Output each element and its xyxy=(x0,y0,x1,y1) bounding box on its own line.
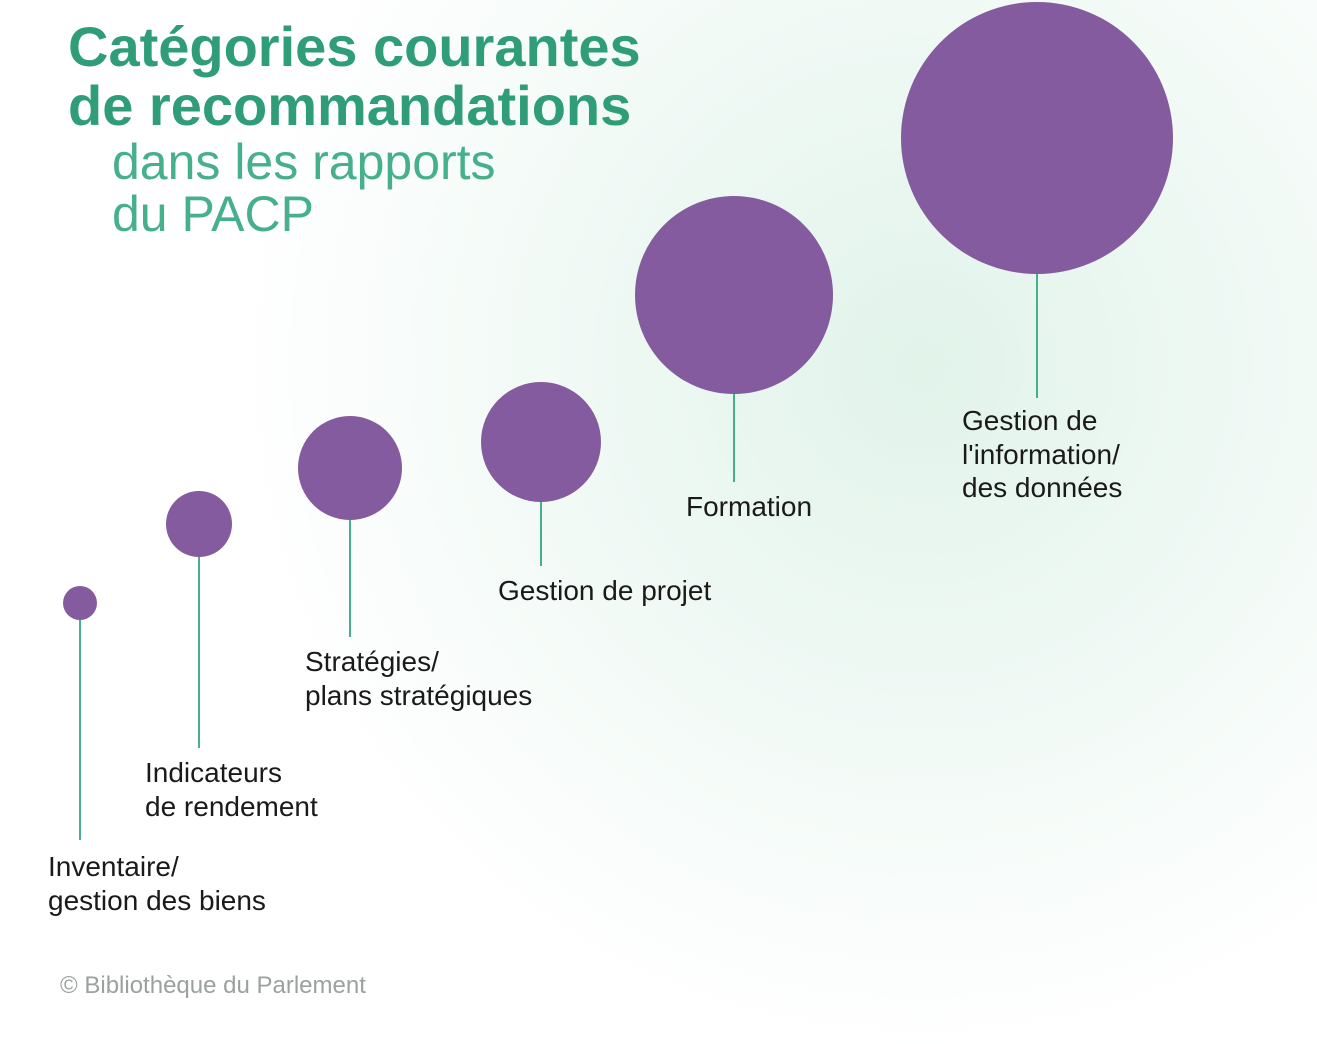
bubble-label-indicateurs: Indicateursde rendement xyxy=(145,756,318,823)
label-line: de rendement xyxy=(145,790,318,824)
bubble-formation xyxy=(635,196,833,394)
chart-canvas: Catégories courantesde recommandationsda… xyxy=(0,0,1317,1044)
bubble-label-formation: Formation xyxy=(686,490,812,524)
bubble-gestion-info xyxy=(901,2,1173,274)
title-line: dans les rapports xyxy=(112,136,641,189)
bubble-stem-inventaire xyxy=(79,603,81,840)
bubble-stem-indicateurs xyxy=(198,524,200,748)
bubble-strategies xyxy=(298,416,402,520)
bubble-label-gestion-projet: Gestion de projet xyxy=(498,574,711,608)
bubble-indicateurs xyxy=(166,491,232,557)
title-line: de recommandations xyxy=(68,77,641,136)
label-line: Formation xyxy=(686,490,812,524)
title-line: du PACP xyxy=(112,188,641,241)
bubble-gestion-projet xyxy=(481,382,601,502)
label-line: Indicateurs xyxy=(145,756,318,790)
bubble-label-gestion-info: Gestion del'information/des données xyxy=(962,404,1122,505)
label-line: des données xyxy=(962,471,1122,505)
label-line: gestion des biens xyxy=(48,884,266,918)
label-line: Gestion de projet xyxy=(498,574,711,608)
bubble-inventaire xyxy=(63,586,97,620)
label-line: plans stratégiques xyxy=(305,679,532,713)
label-line: l'information/ xyxy=(962,438,1122,472)
label-line: Gestion de xyxy=(962,404,1122,438)
label-line: Stratégies/ xyxy=(305,645,532,679)
bubble-label-inventaire: Inventaire/gestion des biens xyxy=(48,850,266,917)
title-line: Catégories courantes xyxy=(68,18,641,77)
label-line: Inventaire/ xyxy=(48,850,266,884)
credit-text: © Bibliothèque du Parlement xyxy=(60,972,366,1000)
bubble-label-strategies: Stratégies/plans stratégiques xyxy=(305,645,532,712)
chart-title: Catégories courantesde recommandationsda… xyxy=(68,18,641,241)
